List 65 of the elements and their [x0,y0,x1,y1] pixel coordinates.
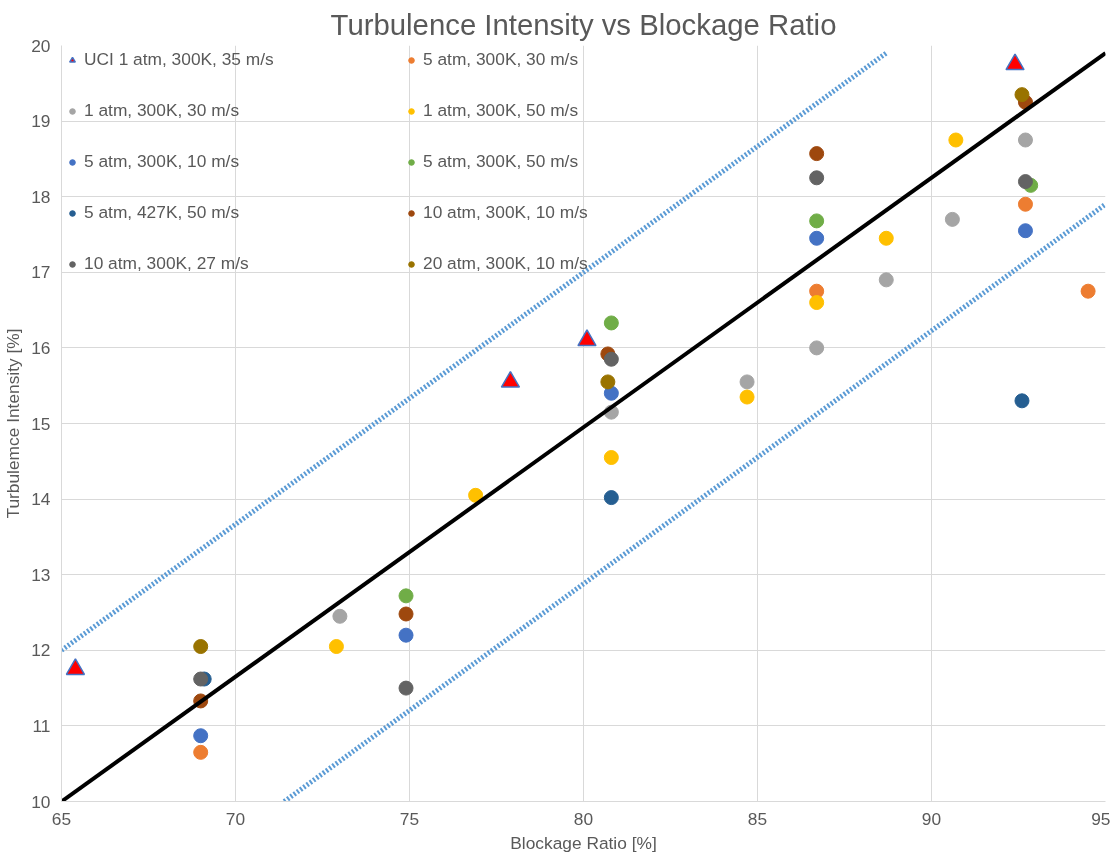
y-tick-label: 10 [31,791,51,812]
point [809,146,825,162]
point [878,272,894,288]
y-tick-label: 17 [31,262,51,283]
point [1017,174,1033,190]
legend-label: 1 atm, 300K, 30 m/s [84,100,241,121]
legend-label: 5 atm, 300K, 10 m/s [84,151,241,172]
legend-label: 5 atm, 427K, 50 m/s [84,202,241,223]
point [809,295,825,311]
point [600,374,616,390]
point [193,744,209,760]
point [398,680,414,696]
y-tick-label: 11 [32,715,51,736]
legend-label: 20 atm, 300K, 10 m/s [423,253,589,274]
point [809,170,825,186]
x-tick-label: 80 [573,808,594,829]
point [328,639,344,655]
y-axis-title: Turbulemce Intensity [%] [3,328,24,519]
point [468,487,484,503]
point [1017,196,1033,212]
chart-title: Turbulence Intensity vs Blockage Ratio [330,7,837,41]
legend-label: 10 atm, 300K, 10 m/s [423,202,589,223]
point [948,132,964,148]
point [603,490,619,506]
x-tick-label: 70 [225,808,246,829]
y-tick-label: 20 [31,35,51,56]
y-tick-label: 15 [31,413,51,434]
legend-label: 10 atm, 300K, 27 m/s [84,253,250,274]
point [944,211,960,227]
legend-label: 5 atm, 300K, 30 m/s [423,49,580,70]
point [603,351,619,367]
x-tick-label: 95 [1091,808,1111,829]
point [1017,223,1033,239]
x-tick-label: 90 [921,808,942,829]
point [193,639,209,655]
point [878,230,894,246]
point [1014,87,1030,103]
point [809,230,825,246]
point [193,728,209,744]
legend-label: 5 atm, 300K, 50 m/s [423,151,580,172]
point [603,315,619,331]
x-tick-label: 85 [747,808,768,829]
legend-label: UCI 1 atm, 300K, 35 m/s [84,49,275,70]
y-tick-label: 19 [31,111,51,132]
point [739,374,755,390]
point [1014,393,1030,409]
point [809,340,825,356]
point [332,608,348,624]
point [1017,132,1033,148]
y-tick-label: 12 [31,640,51,661]
legend-label: 1 atm, 300K, 50 m/s [423,100,580,121]
y-tick-label: 13 [31,564,51,585]
x-tick-label: 75 [399,808,420,829]
x-axis-title: Blockage Ratio [%] [510,832,657,853]
y-tick-label: 18 [31,186,51,207]
y-tick-label: 14 [31,489,51,510]
point [809,213,825,229]
point [398,588,414,604]
point [1080,283,1096,299]
y-tick-label: 16 [31,337,51,358]
point [603,450,619,466]
x-tick-label: 65 [51,808,72,829]
point [739,389,755,405]
point [398,627,414,643]
point [398,606,414,622]
